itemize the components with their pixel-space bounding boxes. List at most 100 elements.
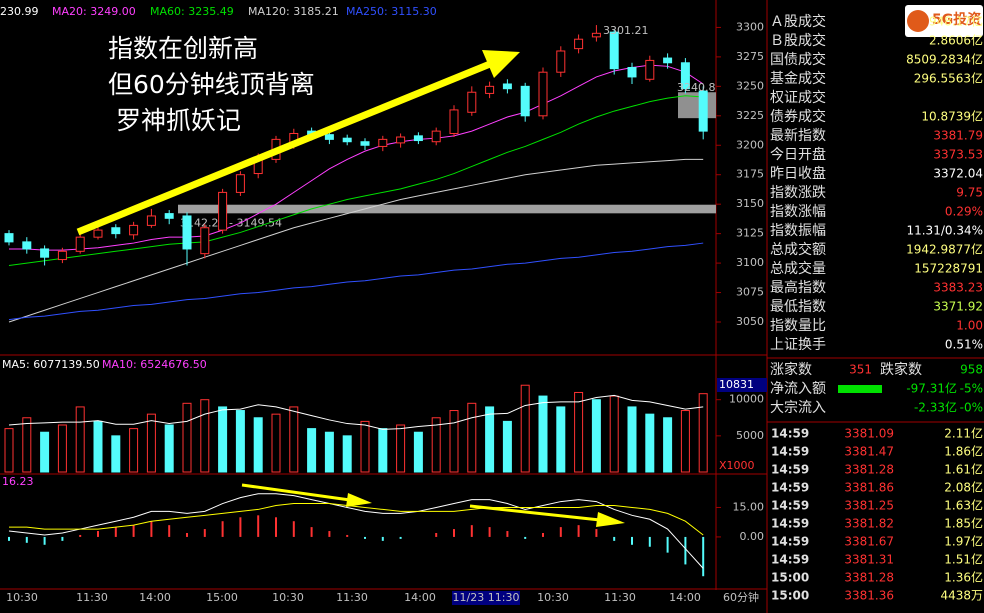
volume-bar [342, 435, 352, 473]
y-tick-label: 3150 [736, 197, 764, 210]
y-tick-label: 3050 [736, 315, 764, 328]
volume-bar [627, 406, 637, 473]
legend-entry: MA10: 6524676.50 [102, 358, 207, 371]
x-tick-label: 15:00 [206, 591, 238, 604]
volume-pane: 5000 10000 MA5: 6077139.50 MA10: 6524676.50… [2, 358, 767, 473]
candle-body [627, 66, 637, 78]
support-band [178, 204, 716, 214]
tick-time: 14:59 [771, 463, 809, 477]
row-value: 0.51% [945, 338, 983, 352]
candle-body [574, 38, 584, 50]
tick-price: 3381.09 [844, 427, 894, 441]
row-label: 权证成交 [770, 89, 826, 106]
tick-amount: 4438万 [940, 589, 983, 603]
row-value: 10.8739亿 [921, 109, 983, 124]
volume-bar [289, 406, 299, 473]
row-label: 上证换手 [770, 336, 826, 353]
arrow-head [482, 50, 520, 78]
line [8, 394, 704, 430]
volume-bar [22, 417, 32, 473]
candle-body [93, 229, 103, 238]
row-label: 债券成交 [770, 108, 826, 125]
volume-bar [396, 424, 406, 473]
flow-label: 大宗流入 [770, 400, 826, 416]
x-tick-label: 11:30 [336, 591, 368, 604]
volume-bar [271, 413, 281, 473]
last-value-box [717, 378, 767, 392]
unit-label: X1000 [719, 459, 755, 472]
volume-bar [663, 417, 673, 473]
y-tick-label: 3075 [736, 286, 764, 299]
tick-amount: 1.51亿 [944, 552, 983, 567]
legend-entry: MA20: 3249.00 [52, 5, 136, 18]
candle-body [182, 215, 192, 250]
candle-body [235, 174, 245, 193]
volume-bar [235, 410, 245, 473]
x-tick-label: 10:30 [537, 591, 569, 604]
y-tick-label: 15.00 [733, 500, 765, 513]
volume-bar [574, 391, 584, 473]
candle-body [680, 62, 690, 90]
candle-body [698, 90, 708, 132]
volume-bar [520, 384, 530, 473]
volume-bar [40, 431, 50, 473]
tick-amount: 2.08亿 [944, 480, 983, 495]
volume-bar [449, 410, 459, 473]
row-value: 3371.92 [933, 300, 983, 314]
y-tick-label: 3100 [736, 256, 764, 269]
tick-amount: 1.61亿 [944, 462, 983, 477]
brand-logo [907, 10, 929, 32]
volume-bar [431, 417, 441, 473]
tick-price: 3381.28 [844, 463, 894, 477]
candle-body [22, 241, 32, 250]
row-label: 指数量比 [770, 318, 826, 334]
line [8, 493, 704, 569]
y-tick-label: 3250 [736, 79, 764, 92]
candle-body [129, 224, 139, 236]
trend-arrows [76, 50, 625, 527]
arrow-head [346, 493, 372, 507]
tick-time: 14:59 [771, 445, 809, 459]
tick-time: 14:59 [771, 481, 809, 495]
breadth-up: 351 [849, 363, 872, 377]
row-label: 指数涨跌 [770, 185, 826, 201]
volume-bar [324, 431, 334, 473]
tick-time: 14:59 [771, 553, 809, 567]
tick-price: 3381.36 [844, 589, 894, 603]
row-label: 总成交量 [770, 260, 826, 277]
row-value: 3373.53 [933, 148, 983, 162]
macd-pane: 0.00 15.00 16.23 [2, 475, 765, 577]
row-label: Ｂ股成交 [770, 32, 826, 49]
row-value: 3372.04 [933, 167, 983, 181]
volume-bar [591, 399, 601, 473]
volume-bar [413, 431, 423, 473]
ma-label: 230.99 [0, 5, 39, 18]
volume-bar [4, 428, 14, 473]
tick-price: 3381.47 [844, 445, 894, 459]
candle-body [467, 91, 477, 113]
volume-bar [164, 424, 174, 473]
volume-bar [129, 428, 139, 473]
x-tick-label: 11:30 [604, 591, 636, 604]
row-label: 指数涨幅 [770, 204, 826, 220]
flow-pct: -0% [960, 401, 983, 415]
line [8, 95, 704, 266]
volume-bar [502, 420, 512, 473]
candle-body [40, 248, 50, 258]
candle-body [609, 31, 619, 70]
volume-bar [182, 402, 192, 473]
x-tick-label: 10:30 [272, 591, 304, 604]
row-value: 157228791 [914, 262, 983, 276]
tick-time: 14:59 [771, 427, 809, 441]
line [9, 503, 704, 536]
candle-body [502, 83, 512, 90]
x-tick-label: 11:30 [76, 591, 108, 604]
row-value: 1942.9877亿 [906, 242, 983, 257]
candle-body [324, 134, 334, 140]
candle-body [396, 136, 406, 144]
price-pane: 3050 3075 3100 3125 3150 3175 3200 3225 3250 3275… [0, 5, 764, 328]
row-label: 国债成交 [770, 51, 826, 68]
tick-price: 3381.25 [844, 499, 894, 513]
annotation: 指数在创新高 [108, 34, 258, 63]
